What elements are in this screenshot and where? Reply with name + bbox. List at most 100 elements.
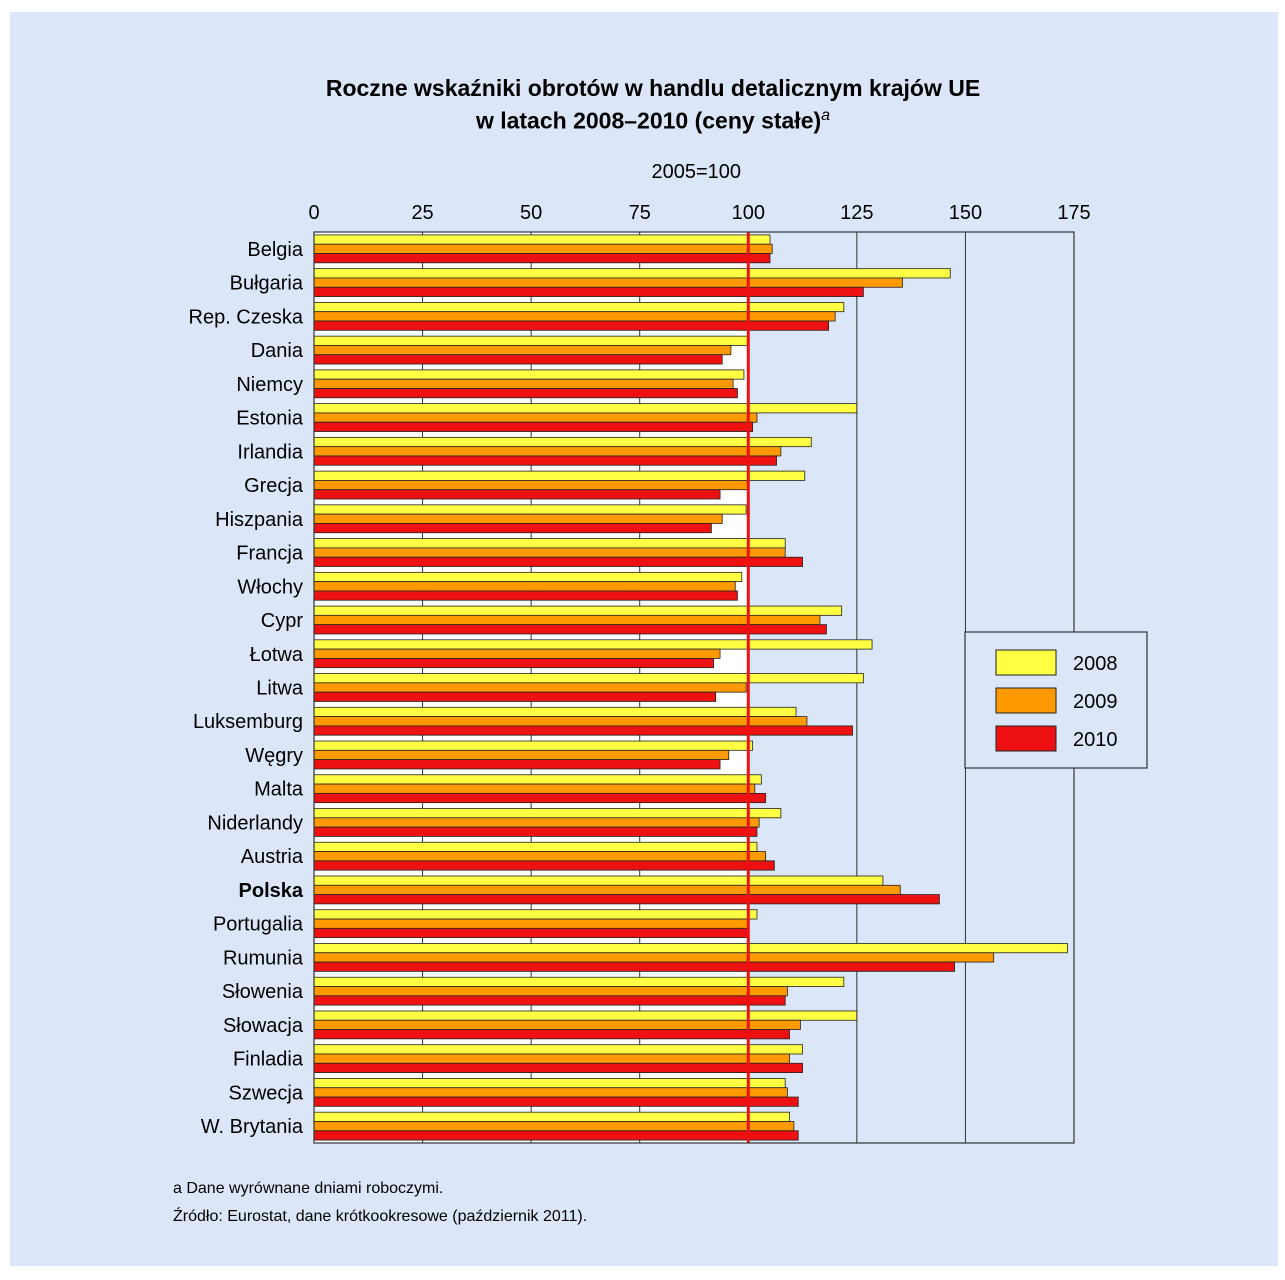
y-tick-label: Niderlandy — [207, 812, 303, 834]
bar — [313, 1053, 790, 1064]
bar — [313, 740, 754, 751]
y-tick-label: Cypr — [261, 610, 304, 632]
bar — [313, 1062, 803, 1073]
y-tick-label: Polska — [239, 880, 304, 902]
bar — [313, 749, 730, 761]
bar — [313, 489, 721, 500]
bar — [313, 547, 786, 558]
bar — [313, 378, 734, 389]
bar — [313, 302, 845, 313]
bar — [313, 421, 754, 432]
x-tick-label: 75 — [629, 202, 651, 224]
y-tick-label: Bułgaria — [230, 273, 304, 295]
y-tick-label: Niemcy — [236, 374, 303, 396]
bar — [313, 986, 788, 997]
y-tick-label: Słowacja — [223, 1015, 304, 1037]
bar — [313, 1029, 790, 1040]
bar — [313, 614, 821, 626]
bar — [313, 253, 771, 264]
y-tick-label: Szwecja — [229, 1082, 304, 1104]
x-tick-label: 125 — [840, 202, 873, 224]
bar — [313, 470, 806, 481]
bar — [313, 673, 864, 684]
y-tick-label: Grecja — [244, 475, 304, 497]
bar — [313, 1010, 858, 1021]
bar — [313, 860, 775, 871]
axis-title: 2005=100 — [652, 161, 742, 183]
bar — [313, 1078, 786, 1089]
y-tick-label: Węgry — [245, 745, 303, 767]
x-tick-label: 0 — [308, 202, 319, 224]
bar — [313, 345, 732, 356]
bar — [313, 995, 786, 1006]
bar — [313, 513, 723, 524]
y-tick-label: Irlandia — [237, 441, 303, 463]
y-tick-label: Malta — [254, 779, 304, 801]
legend-label: 2009 — [1073, 691, 1118, 713]
bar — [313, 884, 901, 895]
bar — [313, 658, 714, 669]
bar — [313, 480, 749, 491]
bar — [313, 826, 758, 837]
bar — [313, 943, 1068, 954]
y-tick-label: Dania — [251, 340, 304, 362]
title-line-2: w latach 2008–2010 (ceny stałe)a — [0, 102, 1285, 135]
x-tick-label: 175 — [1057, 202, 1090, 224]
chart-title: Roczne wskaźniki obrotów w handlu detali… — [0, 74, 1285, 135]
bar — [313, 716, 808, 727]
bar — [313, 725, 853, 736]
y-tick-label: Austria — [241, 846, 304, 868]
y-tick-label: Włochy — [237, 576, 303, 598]
legend-label: 2010 — [1073, 729, 1118, 751]
bar — [313, 961, 955, 972]
bar — [313, 455, 777, 466]
bar — [313, 952, 995, 963]
bar — [313, 523, 712, 534]
legend-swatch — [995, 649, 1057, 676]
y-tick-label: Estonia — [236, 408, 304, 430]
bar — [313, 311, 836, 322]
bar — [313, 403, 858, 414]
bar — [313, 286, 864, 297]
bar — [313, 927, 749, 939]
title-line-2-text: w latach 2008–2010 (ceny stałe) — [475, 107, 822, 134]
bar — [313, 792, 767, 804]
bar — [313, 639, 873, 650]
legend-swatch — [995, 725, 1057, 752]
bar — [313, 605, 843, 616]
bar — [313, 243, 773, 254]
y-tick-label: Portugalia — [213, 914, 304, 936]
bar — [313, 706, 797, 717]
y-tick-label: Belgia — [247, 239, 303, 261]
bar — [313, 277, 903, 288]
bar — [313, 1096, 799, 1107]
y-tick-label: Rumunia — [223, 947, 304, 969]
x-tick-label: 25 — [411, 202, 433, 224]
bar — [313, 369, 745, 380]
bar — [313, 808, 782, 819]
legend-label: 2008 — [1073, 653, 1118, 675]
bar — [313, 691, 717, 702]
bar — [313, 335, 749, 346]
bar — [313, 1087, 788, 1098]
footnote-source: Źródło: Eurostat, dane krótkookresowe (p… — [173, 1208, 588, 1225]
y-tick-label: Łotwa — [250, 644, 304, 666]
bar — [313, 268, 951, 279]
legend-swatch — [995, 687, 1057, 714]
bar — [313, 909, 758, 920]
y-tick-label: Litwa — [256, 678, 304, 700]
y-tick-label: Francja — [236, 543, 304, 565]
y-tick-label: Rep. Czeska — [189, 306, 304, 328]
footnote-a: a Dane wyrównane dniami roboczymi. — [173, 1180, 444, 1197]
bar — [313, 581, 736, 592]
x-tick-label: 50 — [520, 202, 542, 224]
bar — [313, 556, 803, 567]
bar — [313, 590, 738, 601]
bar — [313, 320, 830, 331]
bar — [313, 1019, 801, 1030]
bar — [313, 538, 786, 549]
title-line-1: Roczne wskaźniki obrotów w handlu detali… — [325, 75, 981, 101]
bar — [313, 918, 749, 929]
bar — [313, 841, 758, 852]
